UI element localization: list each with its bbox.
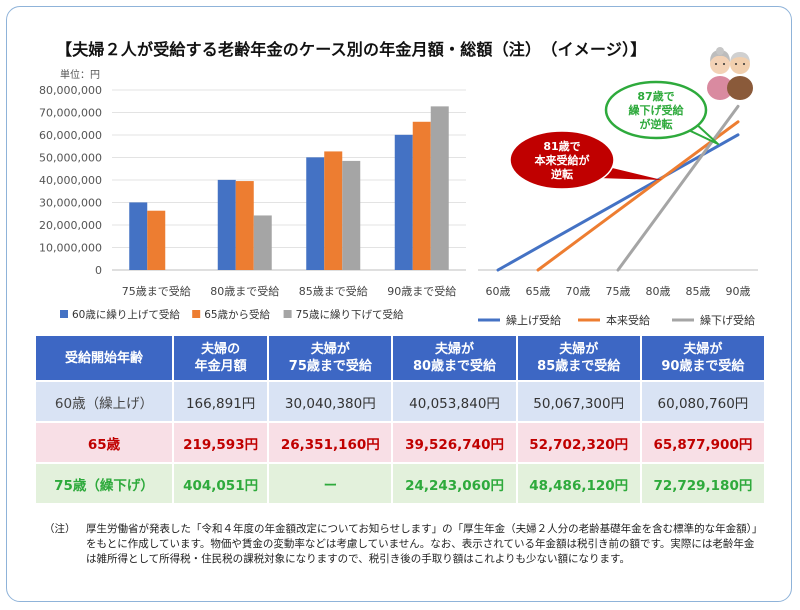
bar — [147, 210, 166, 270]
footnote-text: 厚生労働省が発表した「令和４年度の年金額改定についてお知らせします」の「厚生年金… — [86, 523, 758, 565]
bar-legend-swatch — [192, 310, 201, 318]
bar — [129, 202, 148, 270]
table-header-2: 夫婦が 75歳まで受給 — [269, 336, 392, 380]
table-cell: 48,486,120円 — [517, 464, 640, 503]
bar-x-tick-label: 75歳まで受給 — [122, 284, 191, 298]
unit-label: 単位：円 — [60, 70, 100, 81]
bar — [342, 160, 361, 270]
table-cell: 40,053,840円 — [393, 382, 516, 421]
elderly-couple-illustration — [707, 47, 753, 100]
bar-y-tick-label: 30,000,000 — [39, 197, 102, 210]
annotation-text: 繰下げ受給 — [629, 103, 685, 117]
bar-legend-label: 60歳に繰り上げて受給 — [72, 308, 180, 321]
row-label: 65歳 — [36, 423, 172, 462]
table-cell: 30,040,380円 — [269, 382, 392, 421]
bar-y-tick-label: 60,000,000 — [39, 129, 102, 142]
bar-y-tick-label: 0 — [95, 264, 102, 277]
table-cell: 72,729,180円 — [641, 464, 764, 503]
table-header-1: 夫婦の 年金月額 — [174, 336, 268, 380]
bubble-shape — [509, 130, 615, 190]
table-cell: ー — [269, 464, 392, 503]
table-header-row: 受給開始年齢 夫婦の 年金月額 夫婦が 75歳まで受給 夫婦が 80歳まで受給 夫婦が 85歳ま… — [36, 336, 764, 380]
line-legend-label: 繰上げ受給 — [506, 313, 561, 327]
line-series — [616, 104, 740, 272]
annotation-text: 87歳で — [637, 89, 674, 103]
line-x-tick-label: 90歳 — [726, 285, 751, 298]
bar-x-tick-label: 90歳まで受給 — [387, 284, 456, 298]
line-series — [496, 133, 740, 272]
footnote-prefix: （注） — [44, 523, 76, 535]
line-x-tick-label: 80歳 — [646, 285, 671, 298]
line-series — [536, 120, 740, 272]
table-row: 75歳（繰下げ） 404,051円ー 24,243,060円 48,486,120円 7… — [36, 464, 764, 503]
bar — [430, 106, 449, 270]
line-legend-label: 繰下げ受給 — [700, 313, 755, 327]
table-cell: 50,067,300円 — [517, 382, 640, 421]
table-cell: 60,080,760円 — [641, 382, 764, 421]
table-cell: 219,593円 — [174, 423, 268, 462]
bar-legend-swatch — [283, 310, 292, 318]
table-cell: 26,351,160円 — [269, 423, 392, 462]
bar-y-tick-label: 70,000,000 — [39, 107, 102, 120]
bubble-shape — [604, 80, 708, 140]
bar-y-tick-label: 20,000,000 — [39, 219, 102, 232]
table-cell: 52,702,320円 — [517, 423, 640, 462]
table-header-4: 夫婦が 85歳まで受給 — [517, 336, 640, 380]
table-cell: 65,877,900円 — [641, 423, 764, 462]
bar-y-tick-label: 10,000,000 — [39, 242, 102, 255]
bar — [394, 134, 413, 270]
footnote: （注） 厚生労働省が発表した「令和４年度の年金額改定についてお知らせします」の「… — [44, 522, 760, 567]
line-x-tick-label: 60歳 — [486, 285, 511, 298]
bar-x-tick-label: 80歳まで受給 — [210, 284, 279, 298]
row-label: 75歳（繰下げ） — [36, 464, 172, 503]
bar-y-tick-label: 80,000,000 — [39, 84, 102, 97]
table-cell: 166,891円 — [174, 382, 268, 421]
line-legend-label: 本来受給 — [606, 313, 650, 327]
bar-legend-swatch — [60, 310, 68, 318]
line-x-tick-label: 70歳 — [566, 285, 591, 298]
bubble-pointer-join — [681, 118, 695, 124]
bar — [235, 181, 254, 270]
pension-table: 受給開始年齢 夫婦の 年金月額 夫婦が 75歳まで受給 夫婦が 80歳まで受給 夫婦が 85歳ま… — [34, 334, 766, 505]
line-x-tick-label: 75歳 — [606, 285, 631, 298]
line-x-tick-label: 85歳 — [686, 285, 711, 298]
row-label: 60歳（繰上げ） — [36, 382, 172, 421]
table-row: 60歳（繰上げ） 166,891円 30,040,380円 40,053,840円 50… — [36, 382, 764, 421]
bar — [306, 157, 325, 270]
bar — [412, 121, 431, 271]
table-header-3: 夫婦が 80歳まで受給 — [393, 336, 516, 380]
bar-chart: 0 10,000,000 20,000,000 30,000,000 40,000,00… — [39, 84, 466, 321]
annotation-text: 81歳で — [543, 139, 580, 153]
table-header-0: 受給開始年齢 — [36, 336, 172, 380]
bar — [217, 179, 236, 270]
bar-y-tick-label: 50,000,000 — [39, 152, 102, 165]
bar-legend-label: 65歳から受給 — [204, 308, 270, 321]
bubble-pointer — [598, 166, 662, 180]
table-cell: 24,243,060円 — [393, 464, 516, 503]
table-cell: 39,526,740円 — [393, 423, 516, 462]
table-row: 65歳 219,593円 26,351,160円 39,526,740円 52,702,… — [36, 423, 764, 462]
annotation-text: 逆転 — [551, 167, 573, 181]
bar-y-tick-label: 40,000,000 — [39, 174, 102, 187]
page-title: 【夫婦２人が受給する老齢年金のケース別の年金月額・総額（注） （イメージ）】 — [56, 40, 647, 59]
table-header-5: 夫婦が 90歳まで受給 — [641, 336, 764, 380]
bar — [253, 215, 272, 270]
bar — [324, 151, 343, 270]
annotation-text: が逆転 — [640, 117, 673, 131]
bar-x-tick-label: 85歳まで受給 — [299, 284, 368, 298]
line-x-tick-label: 65歳 — [526, 285, 551, 298]
table-cell: 404,051円 — [174, 464, 268, 503]
bar-legend-label: 75歳に繰り下げて受給 — [296, 308, 404, 321]
charts-svg: 0 10,000,000 20,000,000 30,000,000 40,000,00… — [39, 80, 758, 327]
annotation-text: 本来受給が — [535, 153, 590, 167]
